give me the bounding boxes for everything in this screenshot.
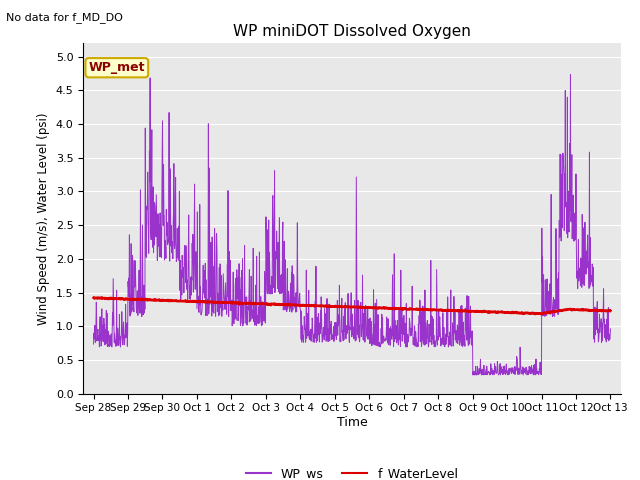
Text: WP_met: WP_met bbox=[88, 61, 145, 74]
Title: WP miniDOT Dissolved Oxygen: WP miniDOT Dissolved Oxygen bbox=[233, 24, 471, 39]
Text: No data for f_MD_DO: No data for f_MD_DO bbox=[6, 12, 124, 23]
X-axis label: Time: Time bbox=[337, 416, 367, 429]
Y-axis label: Wind Speed (m/s), Water Level (psi): Wind Speed (m/s), Water Level (psi) bbox=[37, 112, 50, 324]
Legend: WP_ws, f_WaterLevel: WP_ws, f_WaterLevel bbox=[241, 462, 463, 480]
